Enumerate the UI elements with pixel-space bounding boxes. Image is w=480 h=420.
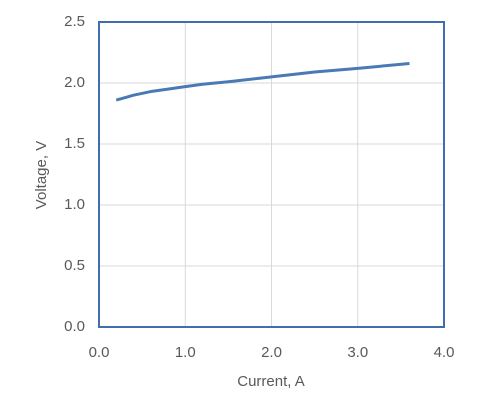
y-tick-label: 1.0: [64, 196, 85, 213]
y-tick-label: 2.0: [64, 74, 85, 91]
plot-frame: [98, 21, 445, 328]
y-tick-label: 1.5: [64, 135, 85, 152]
y-tick-label: 2.5: [64, 13, 85, 30]
x-tick-label: 4.0: [434, 344, 455, 361]
x-tick-label: 0.0: [89, 344, 110, 361]
x-axis-title: Current, A: [237, 373, 305, 390]
y-tick-label: 0.0: [64, 318, 85, 335]
x-tick-label: 2.0: [261, 344, 282, 361]
y-axis-title: Voltage, V: [33, 141, 50, 209]
y-tick-label: 0.5: [64, 257, 85, 274]
x-tick-label: 3.0: [347, 344, 368, 361]
data-line: [115, 61, 410, 102]
x-tick-label: 1.0: [175, 344, 196, 361]
